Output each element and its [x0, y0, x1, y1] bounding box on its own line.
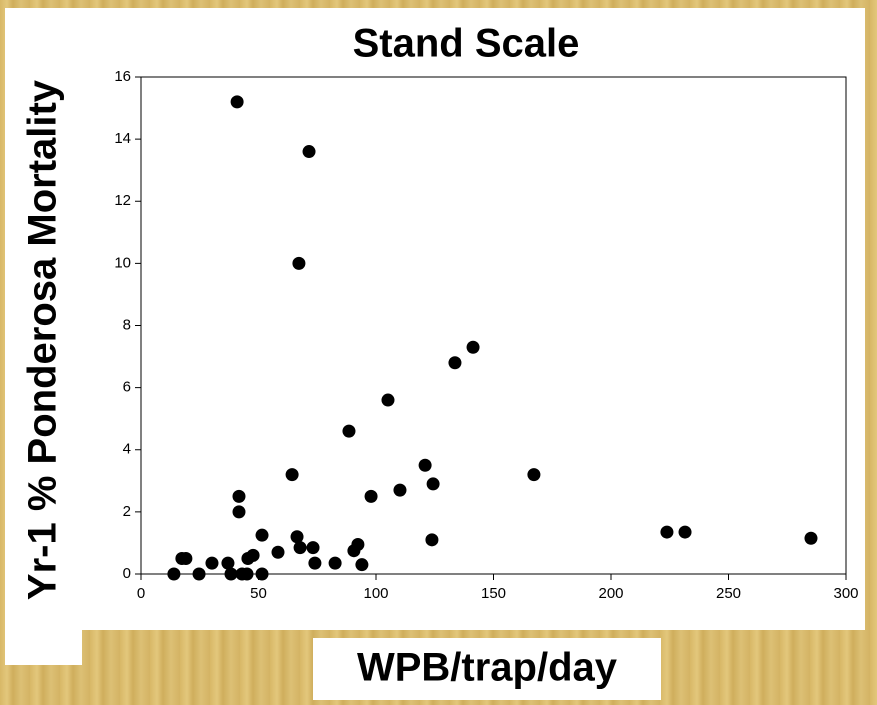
point	[232, 505, 246, 519]
y-tick-label: 16	[114, 68, 131, 85]
x-tick-label: 100	[363, 585, 388, 602]
y-tick-label: 0	[123, 565, 131, 582]
y-tick-label: 2	[123, 503, 131, 520]
x-tick-label: 200	[598, 585, 623, 602]
point	[230, 95, 244, 109]
point	[308, 556, 322, 570]
point	[255, 567, 269, 581]
point	[381, 393, 395, 407]
point	[167, 567, 181, 581]
point	[302, 145, 316, 159]
point	[221, 556, 235, 570]
point	[306, 541, 320, 555]
point	[232, 489, 246, 503]
y-axis-label: Yr-1 % Ponderosa Mortality	[21, 79, 65, 600]
point	[355, 558, 369, 572]
point	[418, 458, 432, 472]
y-tick-label: 8	[123, 316, 131, 333]
x-tick-label: 250	[716, 585, 741, 602]
point	[342, 424, 356, 438]
y-tick-label: 6	[123, 379, 131, 396]
point	[660, 525, 674, 539]
point	[271, 545, 285, 559]
point	[425, 533, 439, 547]
point	[804, 531, 818, 545]
point	[364, 489, 378, 503]
point	[285, 468, 299, 482]
point	[466, 340, 480, 354]
point	[205, 556, 219, 570]
point	[179, 551, 193, 565]
point	[192, 567, 206, 581]
point	[393, 483, 407, 497]
point	[328, 556, 342, 570]
x-tick-label: 150	[481, 585, 506, 602]
point	[255, 528, 269, 542]
y-tick-label: 4	[123, 441, 131, 458]
x-tick-label: 0	[137, 585, 145, 602]
x-tick-label: 50	[250, 585, 267, 602]
chart-title: Stand Scale	[353, 22, 580, 66]
x-tick-label: 300	[833, 585, 858, 602]
point	[448, 356, 462, 370]
point	[240, 567, 254, 581]
x-label-panel	[313, 638, 661, 700]
point	[678, 525, 692, 539]
y-tick-label: 12	[114, 192, 131, 209]
point	[292, 256, 306, 270]
point	[426, 477, 440, 491]
point	[241, 551, 255, 565]
panel	[82, 8, 865, 630]
x-axis-label: WPB/trap/day	[357, 646, 618, 690]
y-tick-label: 14	[114, 130, 131, 147]
y-label-panel	[5, 8, 82, 665]
y-tick-label: 10	[114, 254, 131, 271]
point	[347, 544, 361, 558]
point	[290, 530, 304, 544]
point	[527, 468, 541, 482]
point	[224, 567, 238, 581]
point	[293, 541, 307, 555]
